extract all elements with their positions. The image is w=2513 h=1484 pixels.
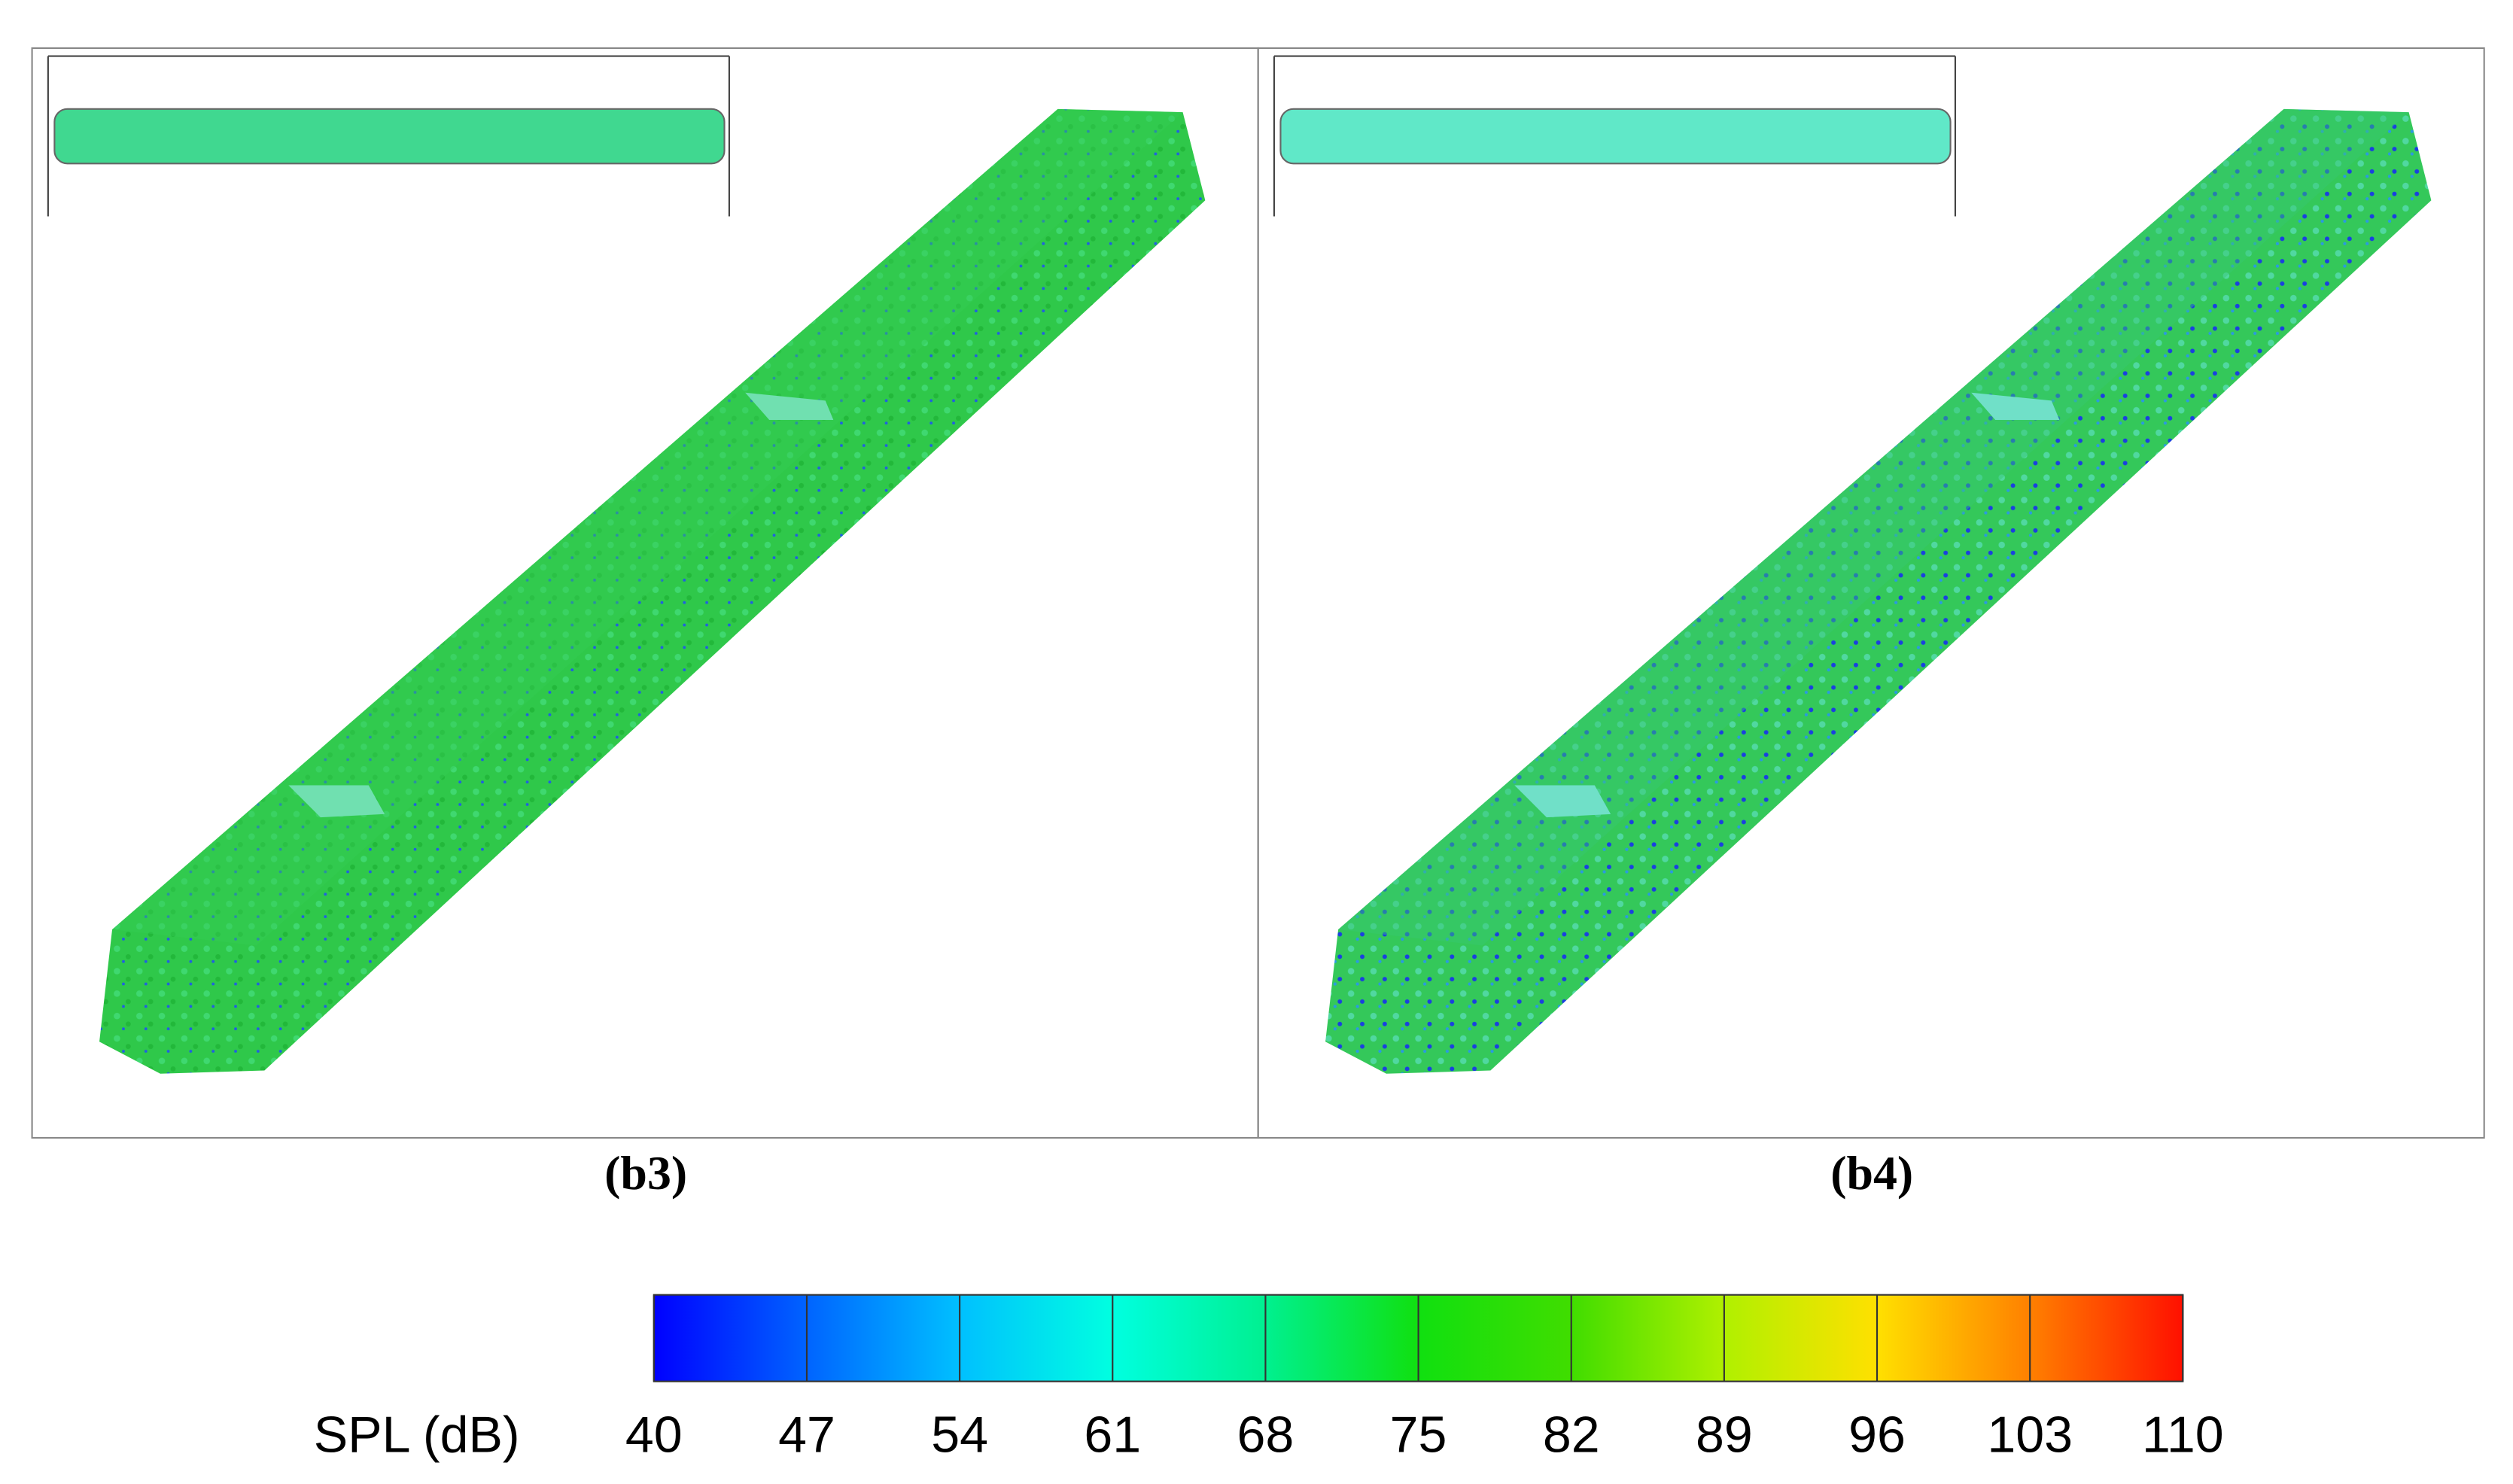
colorbar-tick-label: 54 [931, 1406, 988, 1463]
colorbar-band [960, 1294, 1113, 1382]
colorbar-tick-label: 75 [1390, 1406, 1447, 1463]
panel-label: (b3) [604, 1146, 687, 1200]
colorbar-label: SPL (dB) [314, 1406, 520, 1463]
colorbar-band [1571, 1294, 1724, 1382]
colorbar-band [2030, 1294, 2183, 1382]
colorbar-band [806, 1294, 960, 1382]
colorbar-tick-label: 61 [1084, 1406, 1141, 1463]
colorbar-band [1724, 1294, 1878, 1382]
colorbar-tick-label: 82 [1543, 1406, 1600, 1463]
train-b4 [1325, 108, 2432, 1074]
colorbar-band [1112, 1294, 1266, 1382]
colorbar-band [1418, 1294, 1571, 1382]
colorbar-tick-label: 96 [1848, 1406, 1906, 1463]
colorbar-tick-label: 89 [1696, 1406, 1753, 1463]
colorbar-band [1265, 1294, 1419, 1382]
colorbar-tick-label: 47 [778, 1406, 835, 1463]
colorbar-band [653, 1294, 807, 1382]
colorbar-tick-label: 68 [1237, 1406, 1295, 1463]
colorbar-tick-label: 103 [1987, 1406, 2073, 1463]
colorbar-band [1877, 1294, 2031, 1382]
colorbar-tick-label: 40 [625, 1406, 683, 1463]
panel-label: (b4) [1830, 1146, 1913, 1200]
colorbar-tick-label: 110 [2142, 1406, 2224, 1463]
panel-frames [31, 47, 2485, 1139]
train-b3 [99, 108, 1206, 1074]
colorbar-frame [653, 1294, 2184, 1382]
inset-top-views [53, 108, 1952, 165]
